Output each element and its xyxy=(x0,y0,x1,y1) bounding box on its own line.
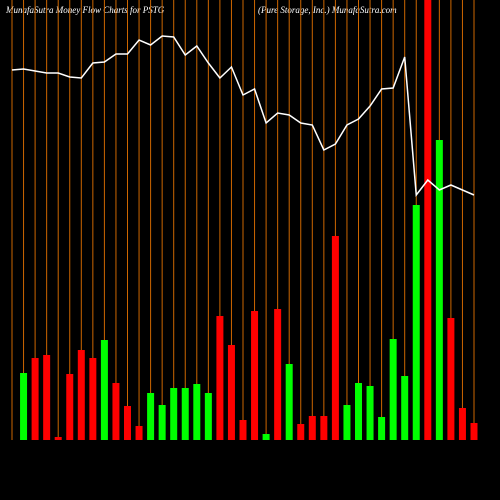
bar xyxy=(331,236,339,440)
bar xyxy=(239,420,247,440)
bar xyxy=(412,205,420,440)
bar xyxy=(274,309,282,440)
bar xyxy=(424,0,432,440)
bar xyxy=(193,384,201,440)
bar xyxy=(170,388,178,440)
bar xyxy=(66,374,74,440)
bar xyxy=(343,405,351,440)
bar xyxy=(251,311,259,440)
bar xyxy=(20,373,28,440)
bar xyxy=(135,426,143,440)
bar xyxy=(320,416,328,440)
bar xyxy=(227,345,235,440)
bar xyxy=(100,340,108,440)
bar xyxy=(470,423,478,440)
bar xyxy=(158,405,166,440)
chart-subtitle: (Pure Storage, Inc.) MunafaSutra.com xyxy=(258,5,397,15)
bar xyxy=(389,339,397,440)
bar xyxy=(435,140,443,440)
chart-title: MunafaSutra Money Flow Charts for PSTG xyxy=(5,5,165,15)
bar xyxy=(54,437,62,440)
bar xyxy=(378,417,386,440)
bar xyxy=(366,386,374,440)
bar xyxy=(77,350,85,440)
bar xyxy=(297,424,305,440)
bar xyxy=(181,388,189,440)
bar xyxy=(458,408,466,440)
bar xyxy=(447,318,455,440)
bar xyxy=(124,406,131,440)
bar xyxy=(43,355,51,440)
bar xyxy=(31,358,39,440)
bar xyxy=(262,434,270,440)
bar xyxy=(89,358,97,440)
bar xyxy=(216,316,224,440)
bar xyxy=(285,364,293,440)
bar xyxy=(112,383,120,440)
bar xyxy=(308,416,316,440)
bar xyxy=(204,393,212,440)
bar xyxy=(147,393,155,440)
bar xyxy=(355,383,362,440)
money-flow-line xyxy=(11,35,475,197)
bar xyxy=(401,376,409,440)
